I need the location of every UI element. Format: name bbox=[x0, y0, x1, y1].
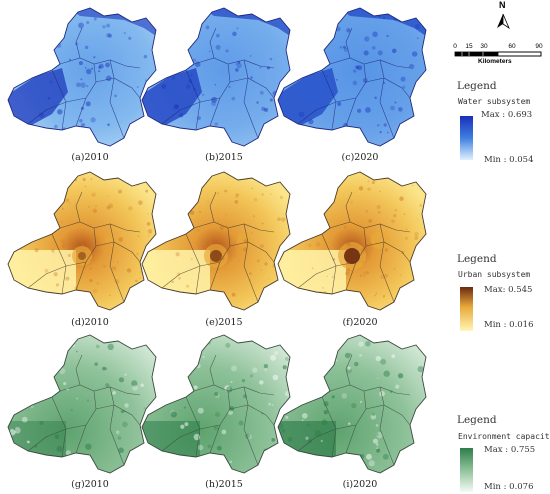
scale-tick-0: 0 bbox=[453, 43, 457, 50]
urban-legend-min: Min : 0.016 bbox=[484, 320, 534, 330]
map-caption-i: (i)2020 bbox=[342, 479, 378, 490]
map-i bbox=[277, 334, 427, 474]
scale-bar bbox=[454, 51, 542, 57]
env-legend-title: Legend bbox=[457, 414, 497, 426]
urban-legend-ramp bbox=[460, 287, 473, 331]
water-legend-min: Min : 0.054 bbox=[484, 155, 534, 165]
env-legend-ramp bbox=[460, 448, 473, 492]
map-g bbox=[7, 334, 157, 474]
map-caption-b: (b)2015 bbox=[205, 152, 243, 163]
map-caption-h: (h)2015 bbox=[205, 479, 243, 490]
map-caption-g: (g)2010 bbox=[71, 479, 109, 490]
map-d bbox=[7, 171, 157, 311]
north-arrow-icon bbox=[497, 13, 510, 30]
map-caption-f: (f)2020 bbox=[342, 317, 378, 328]
north-label: N bbox=[499, 0, 506, 10]
environment-capacity-row bbox=[7, 334, 427, 474]
water-legend-ramp bbox=[460, 116, 473, 160]
scale-tick-30: 30 bbox=[480, 43, 488, 50]
water-subsystem-row bbox=[7, 7, 427, 147]
map-f bbox=[277, 171, 427, 311]
urban-legend-max: Max: 0.545 bbox=[484, 285, 533, 295]
scale-unit: Kilometers bbox=[478, 58, 512, 65]
map-c bbox=[277, 7, 427, 147]
map-caption-d: (d)2010 bbox=[71, 317, 109, 328]
scale-tick-60: 60 bbox=[508, 43, 516, 50]
urban-legend-title: Legend bbox=[457, 253, 497, 265]
env-legend-min: Min : 0.076 bbox=[484, 482, 534, 492]
water-legend-subtitle: Water subsystem bbox=[458, 97, 531, 106]
map-b bbox=[141, 7, 291, 147]
map-caption-a: (a)2010 bbox=[71, 152, 109, 163]
map-a bbox=[7, 7, 157, 147]
map-caption-c: (c)2020 bbox=[341, 152, 379, 163]
water-legend-max: Max : 0.693 bbox=[481, 110, 533, 120]
urban-subsystem-row bbox=[7, 171, 427, 311]
scale-tick-15: 15 bbox=[465, 43, 473, 50]
map-e bbox=[141, 171, 291, 311]
scale-tick-90: 90 bbox=[535, 43, 543, 50]
env-legend-subtitle: Environment capacity bbox=[458, 432, 550, 441]
map-h bbox=[141, 334, 291, 474]
env-legend-max: Max : 0.755 bbox=[484, 445, 536, 455]
map-caption-e: (e)2015 bbox=[205, 317, 243, 328]
water-legend-title: Legend bbox=[457, 80, 497, 92]
urban-legend-subtitle: Urban subsystem bbox=[458, 270, 531, 279]
